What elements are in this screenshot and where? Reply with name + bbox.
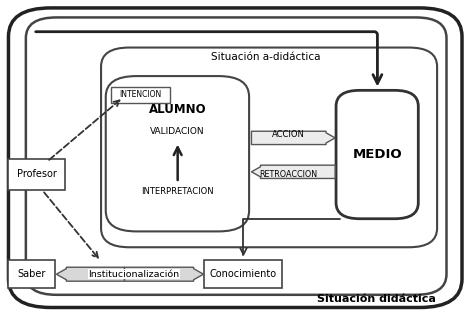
FancyBboxPatch shape: [111, 87, 170, 103]
Text: MEDIO: MEDIO: [352, 148, 402, 161]
Text: Institucionalización: Institucionalización: [88, 270, 180, 279]
FancyBboxPatch shape: [106, 76, 249, 231]
FancyBboxPatch shape: [336, 90, 418, 219]
FancyBboxPatch shape: [8, 260, 55, 288]
FancyBboxPatch shape: [8, 158, 65, 190]
Polygon shape: [56, 267, 125, 281]
FancyBboxPatch shape: [8, 8, 462, 307]
FancyBboxPatch shape: [204, 260, 282, 288]
Text: INTERPRETACION: INTERPRETACION: [141, 187, 214, 196]
Text: Saber: Saber: [18, 269, 46, 279]
FancyBboxPatch shape: [101, 48, 437, 247]
Polygon shape: [251, 165, 335, 178]
Text: RETROACCION: RETROACCION: [259, 170, 317, 179]
Text: VALIDACION: VALIDACION: [150, 127, 205, 136]
Text: Profesor: Profesor: [17, 169, 56, 179]
Text: Institucionalización: Institucionalización: [88, 270, 180, 279]
Text: Situación didáctica: Situación didáctica: [317, 294, 435, 304]
Polygon shape: [125, 267, 204, 281]
Text: INTENCION: INTENCION: [119, 90, 162, 99]
Text: ACCION: ACCION: [272, 130, 305, 139]
Text: Situación a-didáctica: Situación a-didáctica: [211, 52, 320, 62]
Text: ALUMNO: ALUMNO: [149, 103, 206, 116]
Text: Conocimiento: Conocimiento: [210, 269, 277, 279]
Polygon shape: [251, 131, 335, 145]
FancyBboxPatch shape: [26, 17, 446, 295]
